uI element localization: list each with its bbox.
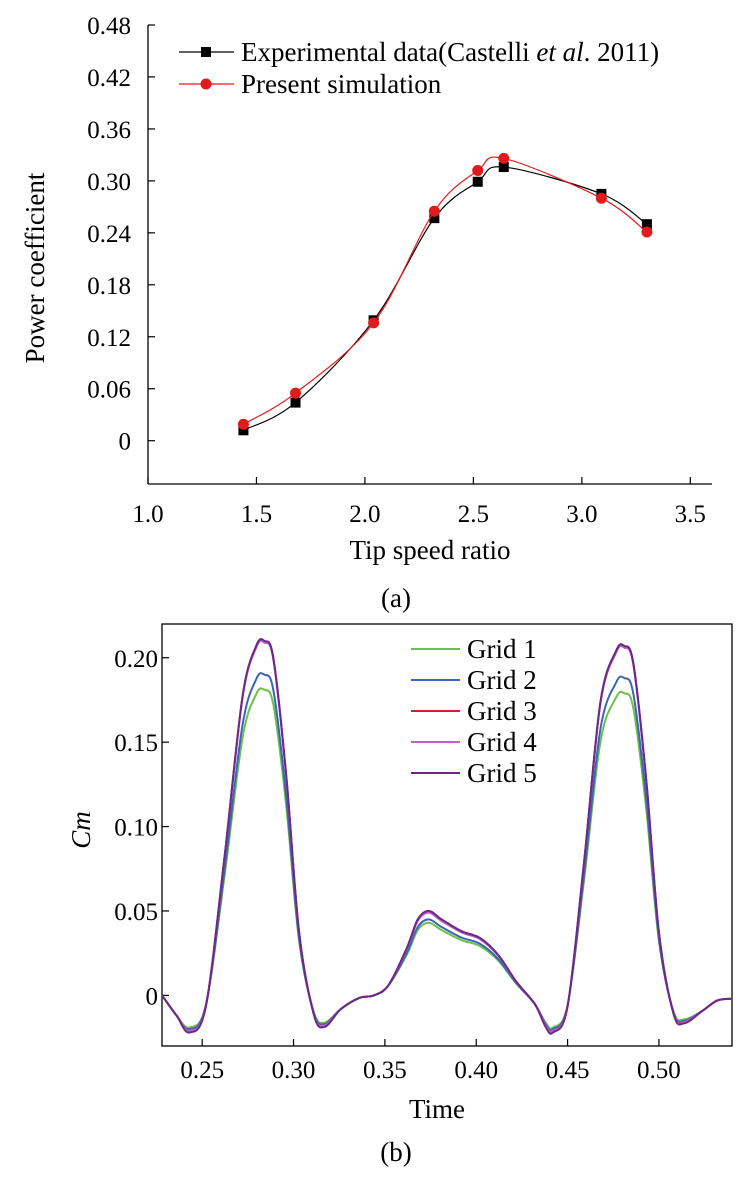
legend-exp-label: Experimental data(Castelli et al. 2011) xyxy=(241,37,659,67)
series-line-experimental xyxy=(243,166,648,431)
series-line-grid-1 xyxy=(161,687,733,1030)
panel-b-frame xyxy=(161,623,733,1047)
y-tick-label: 0.18 xyxy=(87,273,131,300)
y-tick-label: 0 xyxy=(146,983,159,1010)
legend-label-grid-1: Grid 1 xyxy=(467,634,537,664)
x-tick-label: 2.5 xyxy=(458,501,489,528)
x-tick-label: 3.5 xyxy=(675,501,706,528)
panel-a-y-ticks: 0 0.06 0.12 0.18 0.24 0.30 0.36 0.42 0.48 xyxy=(87,13,155,456)
data-point-experimental xyxy=(641,219,652,230)
panel-b-x-label: Time xyxy=(409,1094,465,1124)
x-tick-label: 0.45 xyxy=(546,1057,590,1084)
y-tick-label: 0 xyxy=(119,429,132,456)
panel-b-y-ticks: 0 0.05 0.10 0.15 0.20 xyxy=(114,646,169,1010)
panel-a-legend: Experimental data(Castelli et al. 2011) … xyxy=(179,37,659,99)
x-tick-label: 2.0 xyxy=(349,501,380,528)
data-point-experimental xyxy=(498,162,509,173)
y-tick-label: 0.24 xyxy=(87,221,131,248)
panel-b-series xyxy=(161,638,733,1035)
x-tick-label: 0.50 xyxy=(637,1057,681,1084)
panel-b-caption: (b) xyxy=(380,1137,411,1167)
data-point-simulation xyxy=(290,387,302,399)
y-tick-label: 0.05 xyxy=(114,899,158,926)
y-tick-label: 0.42 xyxy=(87,65,131,92)
data-point-simulation xyxy=(595,192,607,204)
x-tick-label: 1.0 xyxy=(132,501,163,528)
data-point-experimental xyxy=(472,176,483,187)
panel-a-y-label: Power coefficient xyxy=(20,172,50,363)
panel-a-x-ticks: 1.0 1.5 2.0 2.5 3.0 3.5 xyxy=(132,477,706,528)
x-tick-label: 0.35 xyxy=(363,1057,407,1084)
x-tick-label: 0.30 xyxy=(272,1057,316,1084)
panel-a: 0 0.06 0.12 0.18 0.24 0.30 0.36 0.42 0.48 1.0 1.5… xyxy=(20,13,712,613)
series-line-simulation xyxy=(243,156,648,425)
y-tick-label: 0.12 xyxy=(87,325,131,352)
legend-label-grid-5: Grid 5 xyxy=(467,758,537,788)
y-tick-label: 0.30 xyxy=(87,169,131,196)
data-point-experimental xyxy=(290,397,301,408)
legend-sim-marker xyxy=(200,78,212,90)
y-tick-label: 0.36 xyxy=(87,117,131,144)
y-tick-label: 0.10 xyxy=(114,815,158,842)
y-tick-label: 0.20 xyxy=(114,646,158,673)
legend-sim-label: Present simulation xyxy=(241,69,442,99)
data-point-simulation xyxy=(428,205,440,217)
panel-a-x-label: Tip speed ratio xyxy=(350,535,511,565)
panel-b-x-ticks: 0.25 0.30 0.35 0.40 0.45 0.50 xyxy=(180,1039,681,1084)
legend-label-grid-2: Grid 2 xyxy=(467,665,537,695)
legend-exp-marker xyxy=(201,47,211,57)
x-tick-label: 0.40 xyxy=(454,1057,498,1084)
series-line-grid-5 xyxy=(161,638,733,1035)
x-tick-label: 0.25 xyxy=(180,1057,224,1084)
panel-a-series xyxy=(237,152,653,436)
data-point-simulation xyxy=(498,152,510,164)
data-point-simulation xyxy=(237,418,249,430)
panel-b: 00.050.100.150.20 0.25 0.30 0.35 0.40 0.45 0.… xyxy=(66,623,733,1167)
data-point-simulation xyxy=(472,164,484,176)
data-point-simulation xyxy=(368,317,380,329)
data-point-experimental xyxy=(238,425,249,436)
y-tick-label: 0.06 xyxy=(87,377,131,404)
data-point-experimental xyxy=(429,213,440,224)
data-point-simulation xyxy=(641,226,653,238)
y-tick-label: 0.15 xyxy=(114,730,158,757)
panel-b-y-label: Cm xyxy=(66,811,96,849)
series-line-grid-2 xyxy=(161,672,733,1032)
y-tick-label: 0.48 xyxy=(87,13,131,40)
x-tick-label: 3.0 xyxy=(566,501,597,528)
legend-label-grid-3: Grid 3 xyxy=(467,696,537,726)
x-tick-label: 1.5 xyxy=(241,501,272,528)
panel-a-caption: (a) xyxy=(381,583,411,613)
legend-label-grid-4: Grid 4 xyxy=(467,727,537,757)
